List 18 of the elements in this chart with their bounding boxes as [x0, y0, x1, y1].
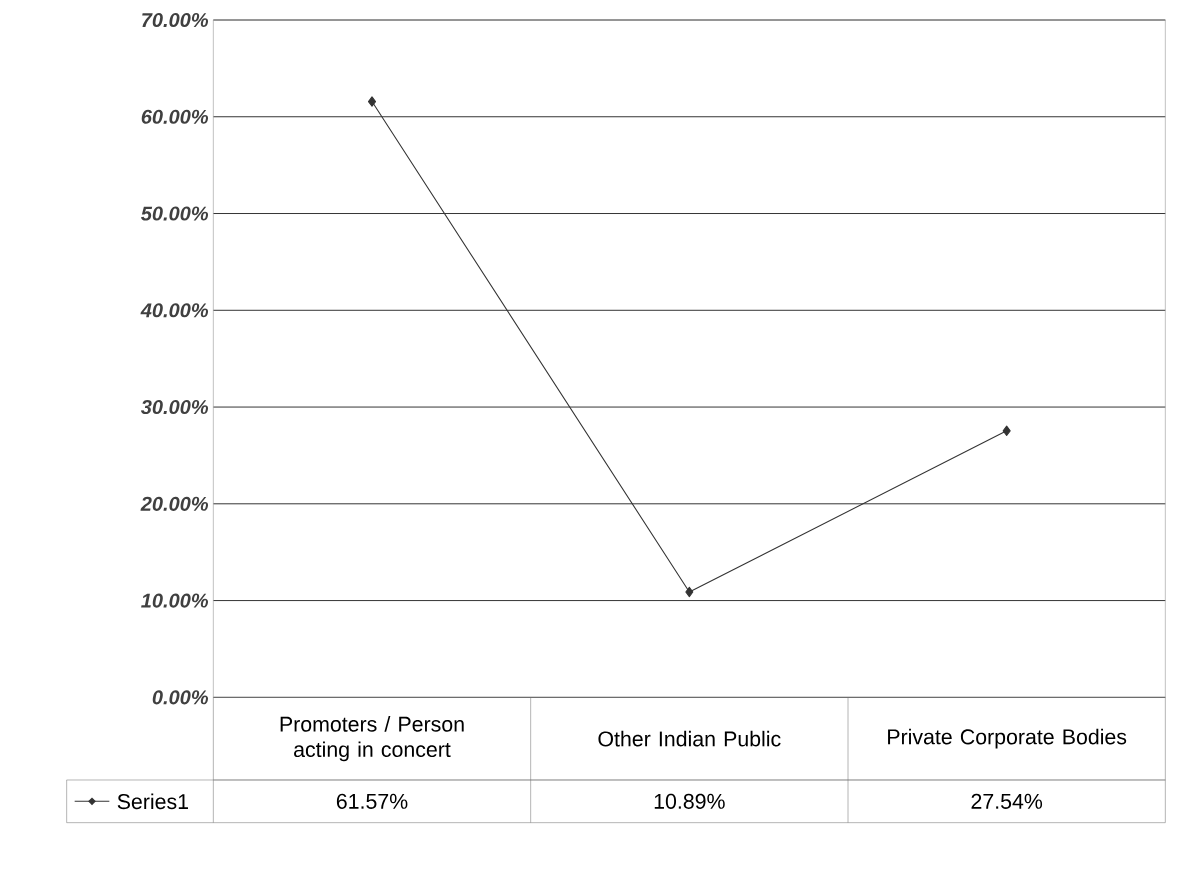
- data-label: 61.57%: [336, 793, 408, 809]
- y-tick-label: 70.00%: [142, 12, 209, 27]
- y-tick-label: 10.00%: [141, 593, 209, 608]
- y-tick-label: 30.00%: [140, 399, 209, 414]
- x-tick-label: Other Indian Public: [598, 730, 781, 747]
- x-tick-label: Private Corporate Bodies: [888, 728, 1127, 749]
- y-tick-label: 0.00%: [152, 690, 209, 705]
- point: [367, 96, 377, 107]
- point: [685, 586, 694, 598]
- y-tick-label: 20.00%: [140, 496, 209, 511]
- legend-label: Series1: [117, 793, 188, 810]
- y-tick-label: 40.00%: [140, 303, 209, 318]
- x-tick-label: Promoters / Person acting in concert: [280, 715, 464, 762]
- y-tick-label: 50.00%: [140, 206, 209, 221]
- point: [1002, 425, 1011, 436]
- data-label: 10.89%: [654, 793, 725, 809]
- data-label: 27.54%: [971, 793, 1043, 809]
- y-tick-label: 60.00%: [141, 109, 209, 124]
